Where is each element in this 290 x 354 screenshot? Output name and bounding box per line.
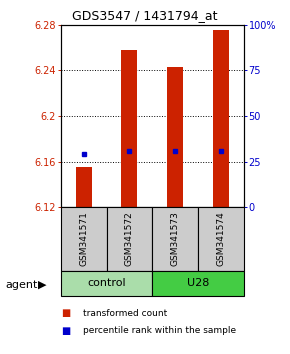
Bar xyxy=(61,207,106,271)
Text: ■: ■ xyxy=(61,326,70,336)
Bar xyxy=(106,207,152,271)
Bar xyxy=(213,30,229,207)
Bar xyxy=(152,271,244,296)
Text: U28: U28 xyxy=(187,278,209,288)
Bar xyxy=(152,207,198,271)
Text: percentile rank within the sample: percentile rank within the sample xyxy=(83,326,236,336)
Text: agent: agent xyxy=(6,280,38,290)
Bar xyxy=(61,271,152,296)
Bar xyxy=(198,207,244,271)
Text: GDS3547 / 1431794_at: GDS3547 / 1431794_at xyxy=(72,9,218,22)
Text: GSM341573: GSM341573 xyxy=(171,211,180,267)
Text: ▶: ▶ xyxy=(38,280,46,290)
Text: GSM341574: GSM341574 xyxy=(216,212,225,266)
Bar xyxy=(122,50,137,207)
Text: ■: ■ xyxy=(61,308,70,318)
Text: GSM341572: GSM341572 xyxy=(125,212,134,266)
Text: control: control xyxy=(87,278,126,288)
Text: GSM341571: GSM341571 xyxy=(79,211,88,267)
Bar xyxy=(76,167,92,207)
Text: transformed count: transformed count xyxy=(83,309,167,318)
Bar xyxy=(167,67,183,207)
